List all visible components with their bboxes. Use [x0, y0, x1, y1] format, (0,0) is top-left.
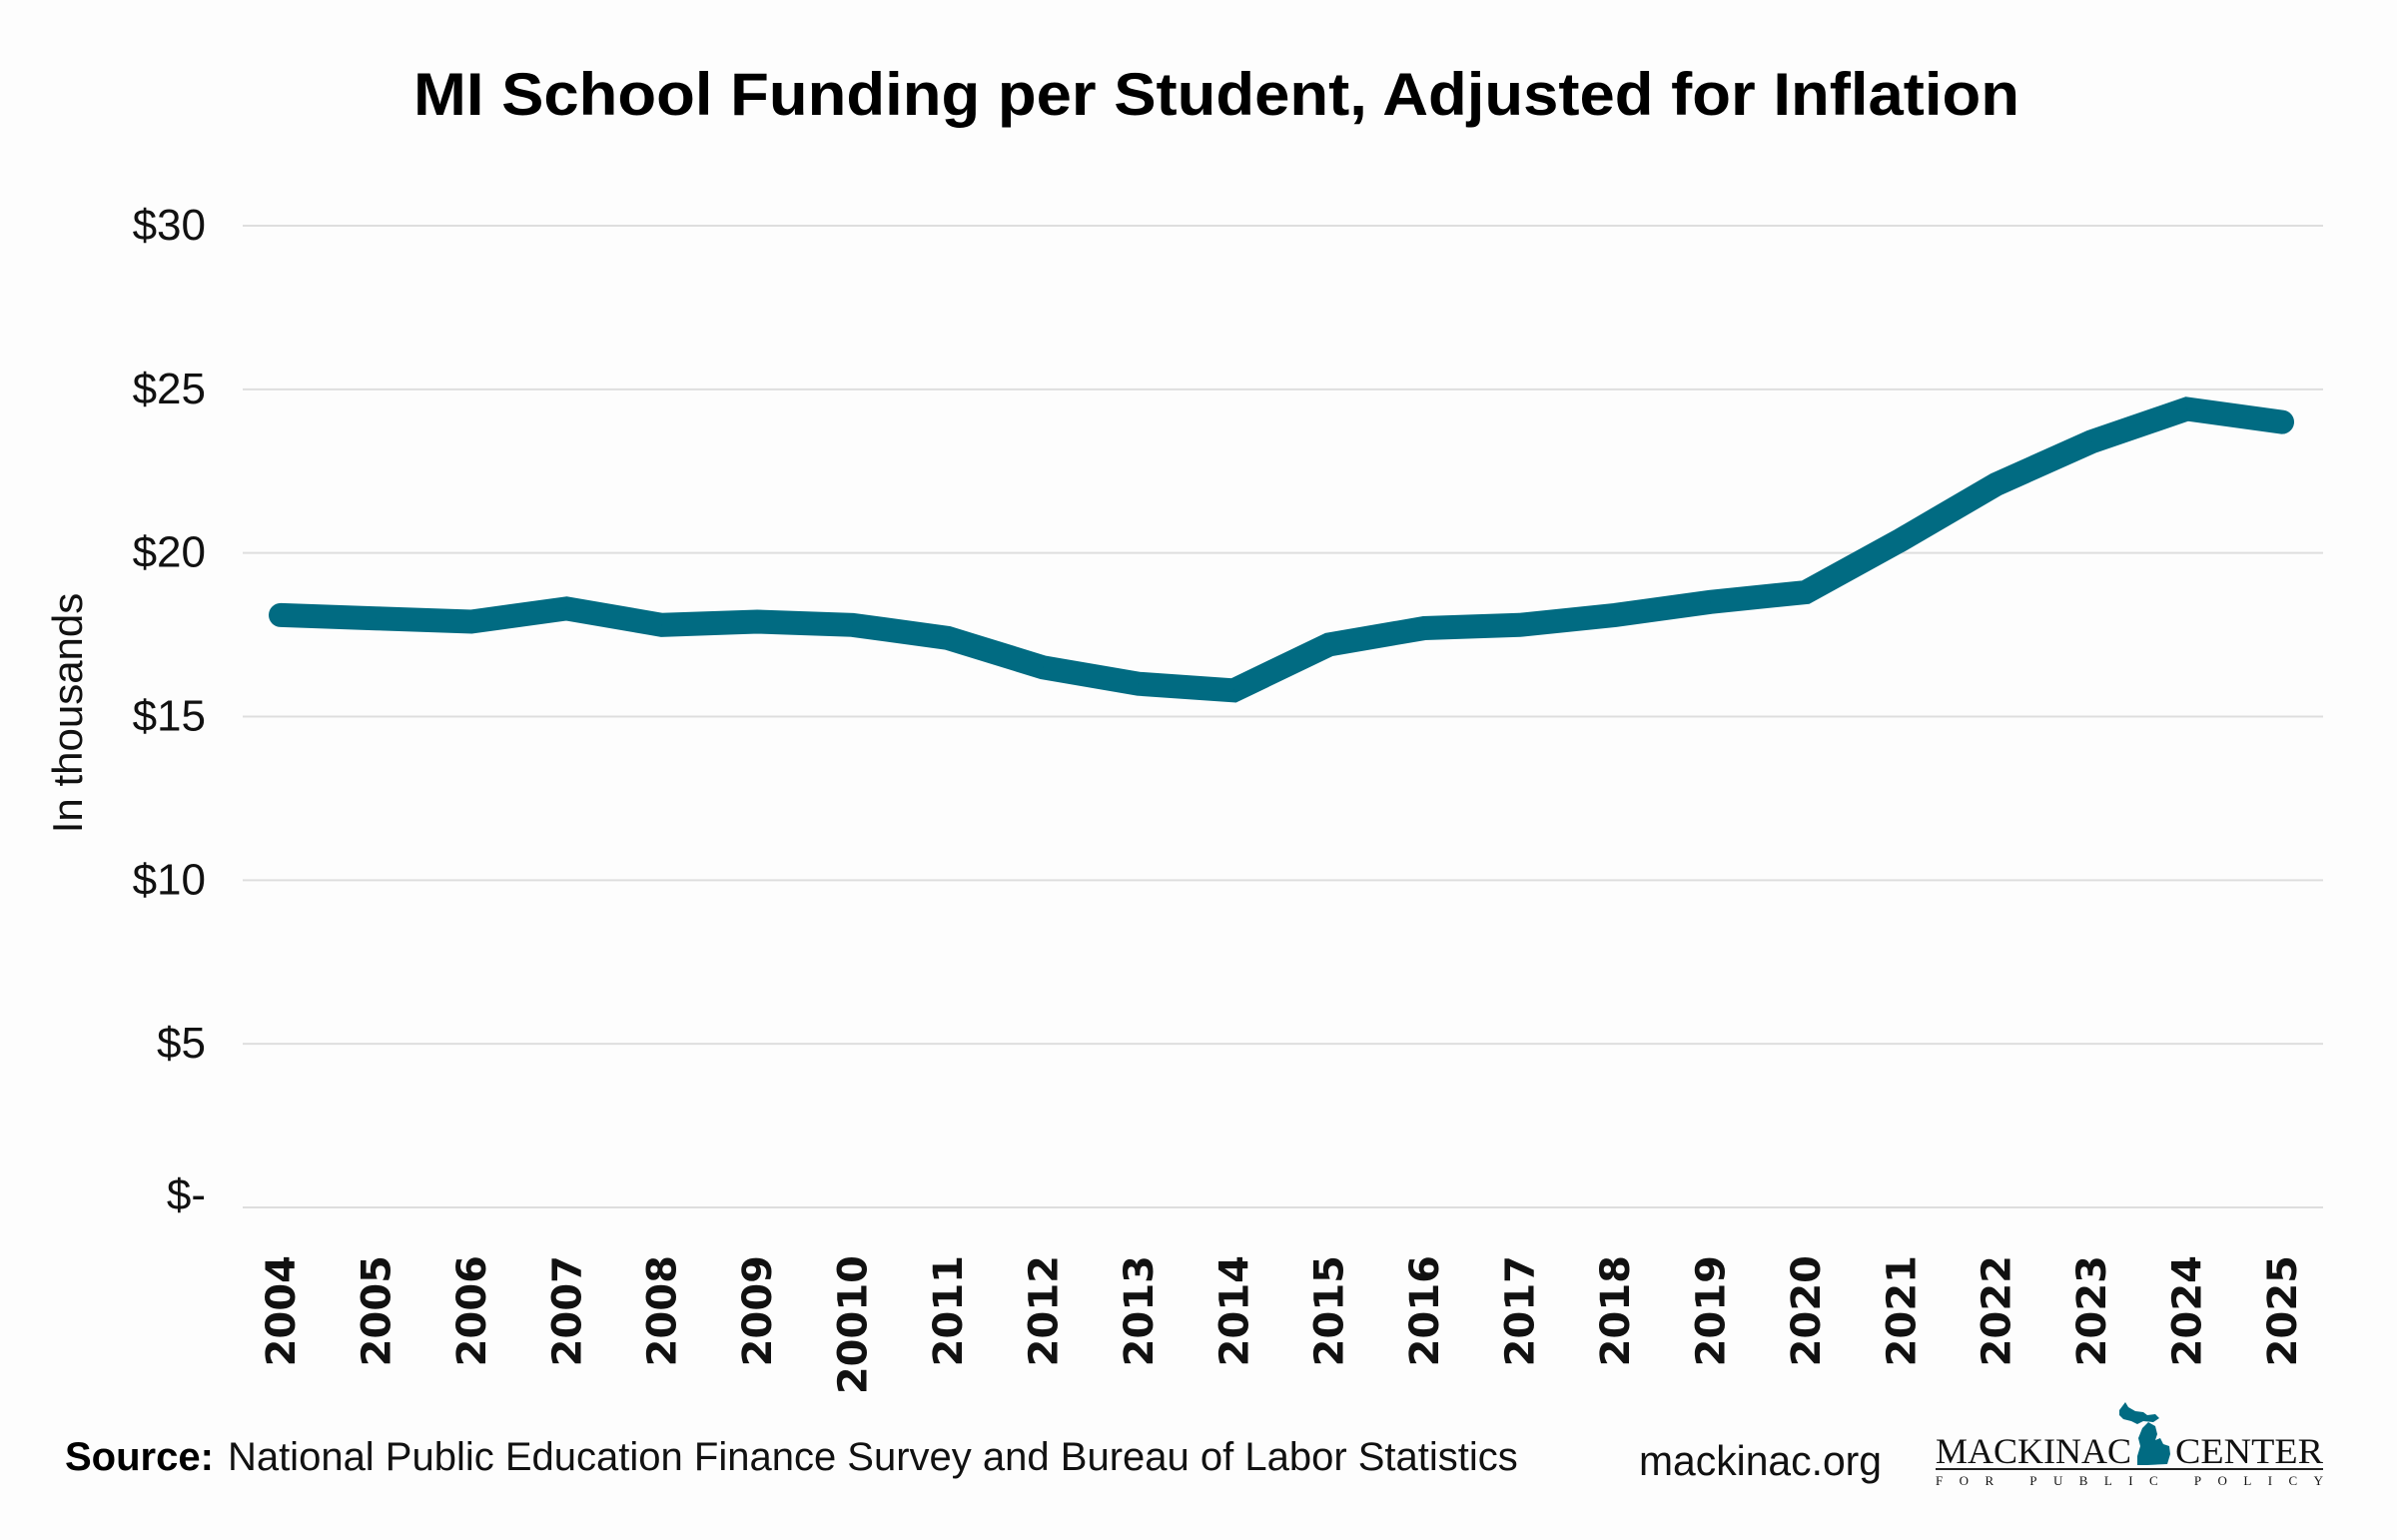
x-tick-label: 2019	[1688, 1255, 1734, 1366]
source-label: Source:	[65, 1435, 214, 1479]
x-tick-label: 2013	[1117, 1255, 1163, 1366]
x-tick-label: 2016	[1402, 1255, 1448, 1366]
x-tick-label: 2023	[2069, 1255, 2115, 1366]
x-tick-label: 20010	[831, 1255, 877, 1394]
x-tick-label: 2007	[544, 1255, 590, 1366]
gridlines	[243, 225, 2323, 1208]
source-note: Source: National Public Education Financ…	[65, 1435, 1518, 1479]
data-point	[1042, 666, 1044, 668]
data-point	[1138, 683, 1140, 685]
website-link[interactable]: mackinac.org	[1639, 1437, 1882, 1484]
mackinac-center-logo: MACKINAC CENTER FOR PUBLIC POLICY	[1936, 1402, 2324, 1488]
data-point	[852, 624, 854, 626]
data-point	[1709, 601, 1711, 603]
data-point	[2186, 407, 2188, 409]
data-point	[470, 620, 472, 622]
x-tick-label: 2015	[1307, 1255, 1353, 1366]
x-tick-label: 2021	[1879, 1255, 1925, 1366]
logo-tagline: FOR PUBLIC POLICY	[1936, 1473, 2324, 1488]
y-tick-label: $25	[133, 365, 206, 413]
y-axis-label: In thousands	[44, 593, 91, 834]
chart-title: MI School Funding per Student, Adjusted …	[413, 61, 2019, 128]
data-point	[1805, 591, 1807, 593]
y-tick-label: $-	[167, 1170, 206, 1219]
data-point	[947, 637, 949, 639]
y-tick-label: $10	[133, 855, 206, 904]
data-point	[1614, 614, 1616, 616]
x-tick-label: 2011	[926, 1255, 972, 1366]
x-tick-label: 2020	[1784, 1255, 1830, 1366]
x-tick-label: 2018	[1593, 1255, 1639, 1366]
y-tick-label: $30	[133, 201, 206, 250]
data-point	[1519, 624, 1521, 626]
x-tick-label: 2024	[2165, 1255, 2211, 1366]
series-line-group	[269, 396, 2294, 703]
data-point	[1232, 689, 1234, 691]
x-tick-label: 2014	[1211, 1255, 1257, 1366]
michigan-map-icon	[2119, 1402, 2170, 1465]
source-text: National Public Education Finance Survey…	[228, 1435, 1518, 1479]
x-tick-label: 2022	[1975, 1255, 2020, 1366]
x-axis-tick-labels: 2004 2005 2006 2007 2008 2009 20010 2011 2012 201…	[259, 1255, 2306, 1394]
x-tick-label: 2008	[640, 1255, 686, 1366]
data-point	[1328, 643, 1330, 645]
data-point	[2090, 440, 2092, 442]
y-axis-tick-labels: $- $5 $10 $15 $20 $25 $30	[133, 201, 206, 1219]
x-tick-label: 2017	[1498, 1255, 1544, 1366]
data-point	[1996, 483, 1998, 485]
logo-name-left: MACKINAC	[1936, 1431, 2131, 1471]
data-point	[1423, 627, 1425, 629]
x-tick-label: 2025	[2260, 1255, 2306, 1366]
y-tick-label: $5	[157, 1019, 206, 1068]
data-point	[2281, 421, 2283, 423]
data-point	[1900, 539, 1902, 541]
x-tick-label: 2006	[449, 1255, 495, 1366]
data-point	[280, 614, 282, 616]
data-point	[375, 617, 377, 619]
data-point	[661, 624, 663, 626]
series-line	[269, 396, 2294, 703]
x-tick-label: 2004	[259, 1255, 305, 1366]
x-tick-label: 2005	[354, 1255, 400, 1366]
logo-name-right: CENTER	[2175, 1431, 2323, 1471]
data-point	[565, 607, 567, 609]
y-tick-label: $20	[133, 528, 206, 577]
x-tick-label: 2012	[1021, 1255, 1067, 1366]
x-tick-label: 2009	[735, 1255, 781, 1366]
data-point	[756, 620, 758, 622]
y-tick-label: $15	[133, 692, 206, 741]
